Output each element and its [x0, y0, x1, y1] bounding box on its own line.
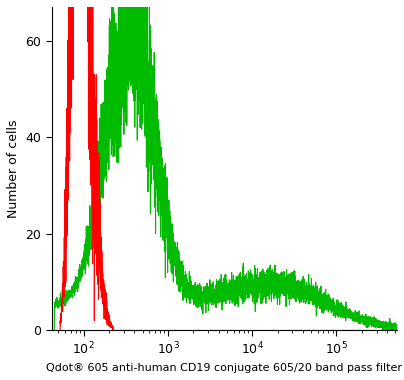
X-axis label: Qdot® 605 anti-human CD19 conjugate 605/20 band pass filter: Qdot® 605 anti-human CD19 conjugate 605/…	[46, 363, 402, 373]
Y-axis label: Number of cells: Number of cells	[7, 119, 20, 218]
